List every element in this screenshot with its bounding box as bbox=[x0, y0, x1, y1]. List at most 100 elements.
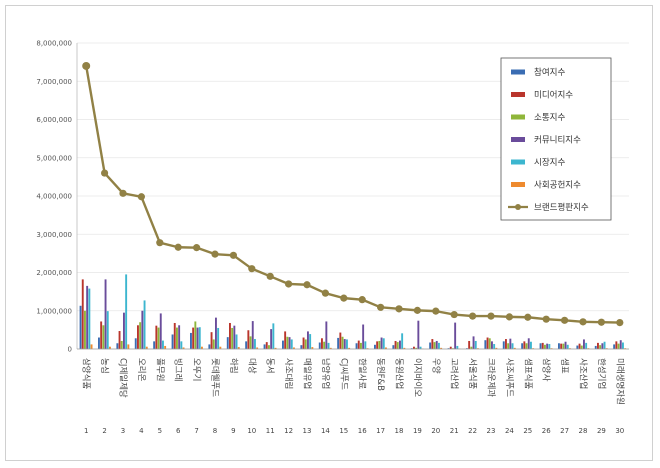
bar-4-22 bbox=[472, 336, 475, 349]
bar-1-29 bbox=[594, 345, 597, 349]
bar-4-5 bbox=[159, 313, 162, 349]
bar-3-8 bbox=[212, 339, 215, 349]
bar-1-18 bbox=[392, 345, 395, 349]
bar-6-5 bbox=[164, 345, 167, 349]
x-rank-label: 7 bbox=[194, 427, 198, 435]
bar-5-29 bbox=[603, 341, 606, 349]
bar-1-9 bbox=[226, 337, 229, 349]
line-point-22 bbox=[469, 312, 477, 320]
bar-6-13 bbox=[311, 347, 314, 349]
x-category-label: 삼양식품 bbox=[81, 358, 92, 389]
x-rank-label: 9 bbox=[231, 427, 235, 435]
y-tick-label: 7,000,000 bbox=[36, 78, 72, 86]
bar-4-9 bbox=[233, 325, 236, 349]
bar-5-7 bbox=[198, 327, 201, 349]
x-rank-label: 27 bbox=[560, 427, 569, 435]
bar-3-28 bbox=[580, 345, 583, 349]
bar-3-9 bbox=[231, 327, 234, 349]
line-point-8 bbox=[211, 250, 219, 258]
x-category-label: 동서 bbox=[265, 358, 275, 374]
bar-2-8 bbox=[210, 332, 213, 349]
legend-swatch-marker bbox=[515, 204, 521, 210]
x-category-label: 농심 bbox=[99, 358, 110, 374]
x-category-label: 샘표식품 bbox=[522, 358, 532, 389]
bar-2-14 bbox=[321, 338, 323, 349]
x-rank-label: 12 bbox=[284, 427, 293, 435]
bar-5-10 bbox=[254, 339, 256, 349]
bar-5-13 bbox=[309, 334, 312, 349]
bar-4-6 bbox=[178, 325, 181, 349]
bar-1-10 bbox=[245, 341, 248, 349]
bar-4-17 bbox=[380, 337, 383, 349]
bar-2-19 bbox=[413, 346, 415, 349]
bar-2-30 bbox=[615, 341, 618, 349]
y-tick-label: 2,000,000 bbox=[36, 269, 72, 277]
bar-4-16 bbox=[362, 324, 365, 349]
x-category-label: 한일사료 bbox=[357, 358, 367, 389]
bar-5-4 bbox=[143, 300, 146, 349]
bar-5-30 bbox=[622, 342, 624, 349]
x-rank-label: 29 bbox=[597, 427, 606, 435]
bar-1-6 bbox=[171, 334, 174, 349]
bar-4-19 bbox=[417, 320, 420, 349]
bar-2-24 bbox=[505, 339, 507, 349]
bar-3-14 bbox=[323, 341, 326, 349]
bar-5-24 bbox=[511, 343, 514, 349]
x-category-label: 이지바이오 bbox=[412, 358, 423, 397]
bar-5-22 bbox=[474, 340, 477, 349]
bar-3-10 bbox=[249, 336, 252, 349]
bar-2-27 bbox=[560, 343, 563, 349]
bar-1-13 bbox=[300, 345, 303, 349]
bar-6-2 bbox=[109, 346, 111, 349]
bar-1-24 bbox=[502, 341, 505, 349]
bar-1-4 bbox=[134, 338, 137, 349]
bar-3-5 bbox=[157, 327, 160, 349]
bar-3-13 bbox=[304, 339, 307, 349]
x-category-label: 오리온 bbox=[136, 358, 146, 382]
bar-4-26 bbox=[546, 343, 549, 349]
bar-5-9 bbox=[235, 334, 238, 349]
legend-label: 시장지수 bbox=[534, 157, 565, 168]
x-rank-label: 19 bbox=[413, 427, 422, 435]
x-rank-label: 18 bbox=[395, 427, 404, 435]
line-point-6 bbox=[174, 243, 182, 251]
x-category-label: 매일유업 bbox=[302, 358, 312, 389]
bar-5-2 bbox=[106, 311, 109, 349]
bar-5-27 bbox=[566, 344, 569, 349]
x-category-label: 오뚜기 bbox=[191, 358, 201, 381]
y-tick-label: 0 bbox=[68, 346, 72, 354]
bar-5-6 bbox=[180, 341, 183, 349]
y-tick-label: 4,000,000 bbox=[36, 193, 72, 201]
bar-4-25 bbox=[527, 338, 530, 349]
x-rank-label: 13 bbox=[303, 427, 312, 435]
bar-6-18 bbox=[403, 347, 406, 349]
bar-3-4 bbox=[139, 322, 142, 349]
bar-6-12 bbox=[293, 347, 295, 349]
x-rank-label: 6 bbox=[176, 427, 181, 435]
bar-4-24 bbox=[509, 338, 512, 349]
bar-2-12 bbox=[284, 331, 287, 349]
y-tick-label: 6,000,000 bbox=[36, 116, 72, 124]
line-point-24 bbox=[505, 313, 513, 321]
bar-6-4 bbox=[145, 346, 148, 349]
bar-3-11 bbox=[268, 345, 270, 349]
line-point-21 bbox=[450, 310, 458, 319]
line-point-30 bbox=[616, 319, 624, 327]
bar-1-1 bbox=[79, 305, 82, 349]
line-point-14 bbox=[321, 289, 329, 297]
bar-1-25 bbox=[521, 343, 524, 349]
x-rank-label: 14 bbox=[321, 427, 330, 435]
bar-4-15 bbox=[343, 339, 346, 349]
line-point-17 bbox=[377, 303, 385, 311]
bar-6-7 bbox=[201, 346, 203, 349]
bar-3-2 bbox=[102, 325, 105, 349]
bar-4-13 bbox=[307, 331, 309, 349]
x-rank-label: 24 bbox=[505, 427, 514, 435]
bar-6-3 bbox=[127, 344, 130, 349]
legend-label: 미디어지수 bbox=[534, 90, 573, 101]
bar-4-11 bbox=[270, 329, 273, 349]
chart-frame: 0 1,000,000 2,000,000 3,000,000 4,000,000 5,0… bbox=[5, 5, 653, 461]
bar-1-14 bbox=[318, 342, 321, 349]
bar-5-15 bbox=[346, 339, 348, 349]
bar-2-5 bbox=[155, 325, 158, 349]
